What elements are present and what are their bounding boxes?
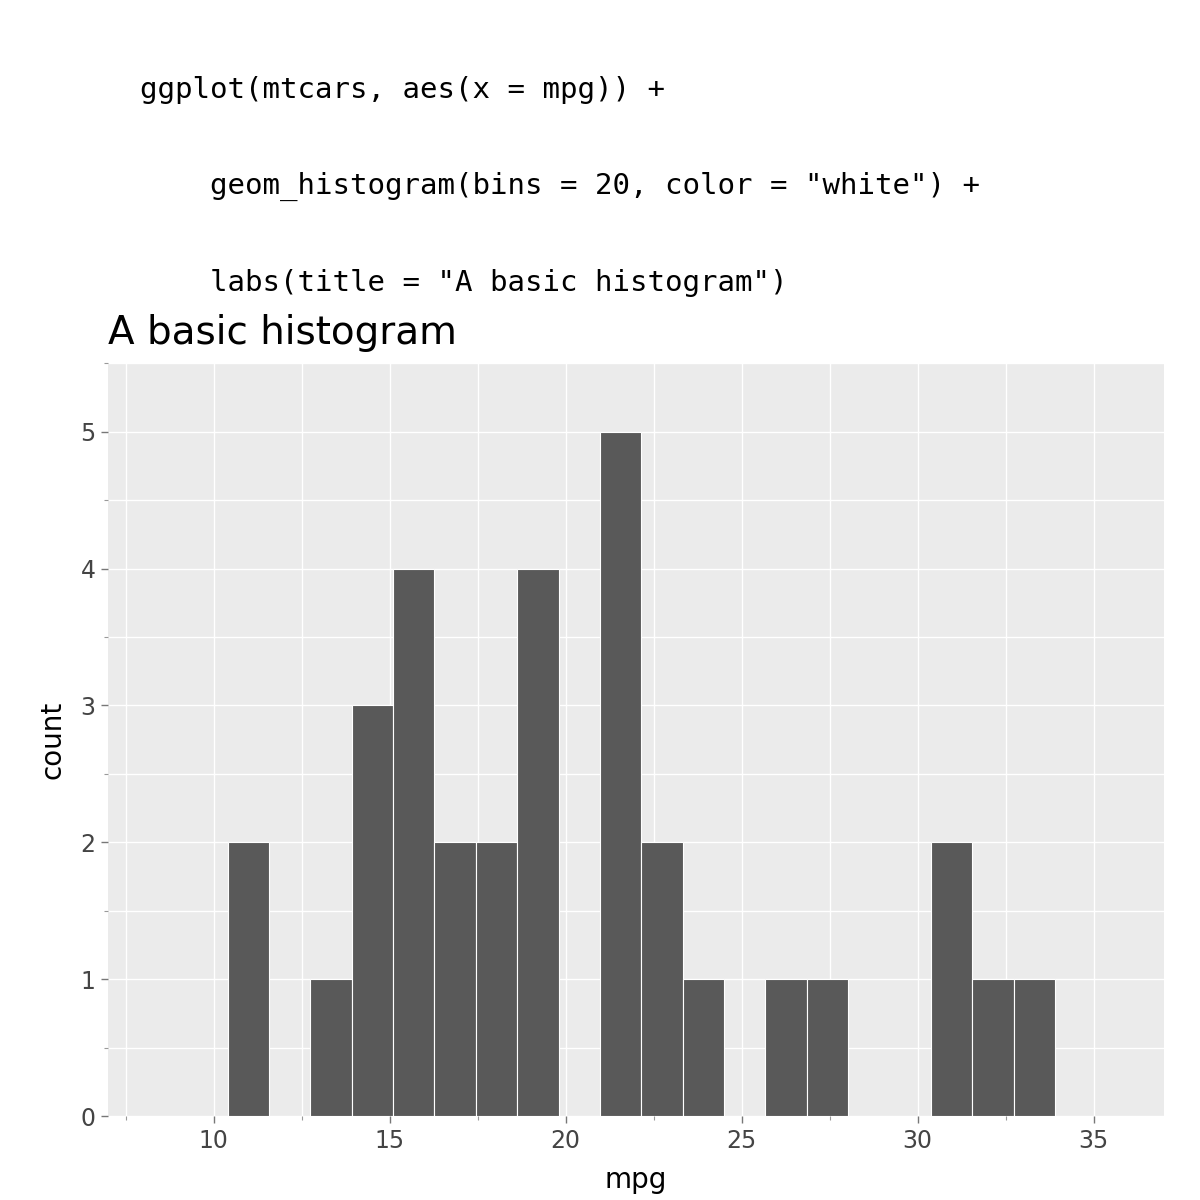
Bar xyxy=(311,979,352,1116)
Bar xyxy=(517,569,558,1116)
Text: geom_histogram(bins = 20, color = "white") +: geom_histogram(bins = 20, color = "white… xyxy=(139,172,979,202)
Text: A basic histogram: A basic histogram xyxy=(108,314,457,352)
Bar xyxy=(641,842,683,1116)
Bar xyxy=(600,432,641,1116)
Bar xyxy=(806,979,848,1116)
X-axis label: mpg: mpg xyxy=(605,1166,667,1194)
Bar xyxy=(766,979,806,1116)
Bar xyxy=(394,569,434,1116)
Bar xyxy=(931,842,972,1116)
Y-axis label: count: count xyxy=(38,701,66,779)
Bar xyxy=(228,842,269,1116)
Bar xyxy=(434,842,476,1116)
Bar xyxy=(683,979,724,1116)
Bar xyxy=(1014,979,1055,1116)
Bar xyxy=(972,979,1014,1116)
Bar xyxy=(476,842,517,1116)
Text: labs(title = "A basic histogram"): labs(title = "A basic histogram") xyxy=(139,269,787,296)
Text: ggplot(mtcars, aes(x = mpg)) +: ggplot(mtcars, aes(x = mpg)) + xyxy=(139,76,665,104)
Bar xyxy=(352,706,394,1116)
